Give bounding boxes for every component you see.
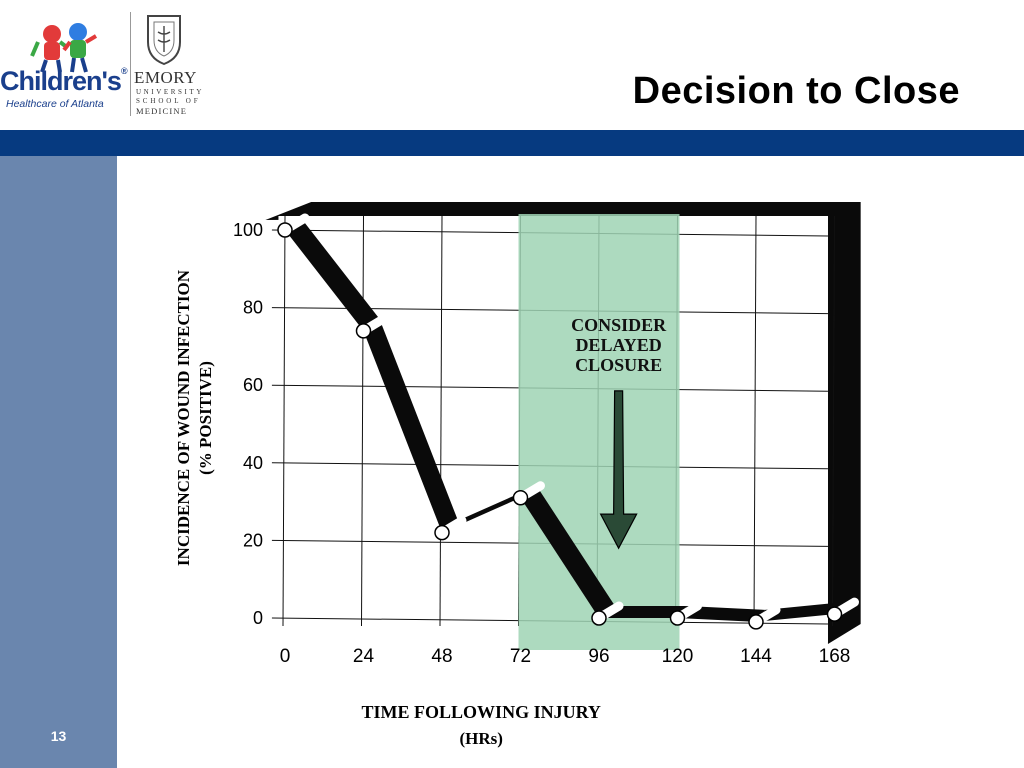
x-tick-label: 24 [353, 646, 375, 667]
data-point [826, 606, 843, 622]
wound-infection-chart: 0 24 48 72 96 120 144 168 0 20 40 60 80 100 TIME FOLL… [174, 202, 861, 748]
x-axis-unit-label: (HRs) [460, 729, 503, 748]
y-tick-label: 40 [243, 453, 263, 473]
x-tick-label: 48 [431, 646, 452, 667]
page-number: 13 [50, 728, 67, 744]
childrens-logo-text: Children's® [0, 66, 128, 96]
y-axis-label: INCIDENCE OF WOUND INFECTION [174, 269, 193, 566]
gridline-x [439, 215, 443, 627]
logo-divider [130, 12, 131, 116]
gridline-x [282, 215, 286, 627]
gridline-x [832, 215, 835, 627]
x-tick-label: 0 [280, 646, 291, 667]
ribbon-segment [756, 602, 844, 622]
x-tick-label: 96 [588, 646, 609, 667]
x-axis-label: TIME FOLLOWING INJURY [362, 702, 601, 722]
x-tick-label: 168 [819, 646, 851, 667]
annotation-line: DELAYED [575, 335, 661, 355]
emory-logo-name: EMORY [134, 68, 197, 87]
annotation-line: CLOSURE [575, 355, 662, 375]
data-point [434, 524, 450, 541]
gridline-x [361, 215, 364, 627]
emory-shield-icon [147, 15, 181, 66]
childrens-logo-subtitle: Healthcare of Atlanta [6, 98, 104, 110]
closure-window-highlight [518, 214, 680, 650]
data-point [591, 610, 607, 626]
data-point [512, 489, 529, 506]
x-tick-label: 120 [662, 646, 694, 667]
ribbon-segment [285, 218, 380, 331]
y-tick-label: 60 [243, 375, 263, 395]
x-tick-label: 144 [740, 646, 772, 667]
y-tick-label: 100 [233, 220, 263, 240]
ribbon-segment [520, 485, 615, 618]
side-panel [0, 156, 117, 768]
down-arrow-icon [599, 390, 638, 550]
data-point [748, 614, 764, 630]
y-tick-label: 20 [243, 530, 263, 550]
y-axis-unit-label: (% POSITIVE) [196, 361, 215, 475]
slide-title: Decision to Close [632, 70, 960, 112]
emory-logo-line-university: UNIVERSITY [136, 88, 204, 96]
annotation-line: CONSIDER [571, 315, 667, 335]
y-tick-label: 80 [243, 298, 263, 318]
gridline-x [753, 215, 757, 627]
slide-header: Children's® Healthcare of Atlanta EMORY … [0, 0, 1024, 130]
data-point [277, 222, 293, 238]
data-point [355, 323, 372, 339]
emory-logo-line-medicine: MEDICINE [136, 106, 188, 116]
ribbon-segment [363, 318, 458, 533]
y-tick-label: 0 [253, 608, 263, 628]
header-blue-bar [0, 130, 1024, 156]
emory-logo-line-school: SCHOOL OF [136, 97, 201, 105]
x-tick-label: 72 [510, 646, 531, 667]
children-kids-logo-icon [30, 23, 98, 73]
data-point [669, 610, 686, 626]
